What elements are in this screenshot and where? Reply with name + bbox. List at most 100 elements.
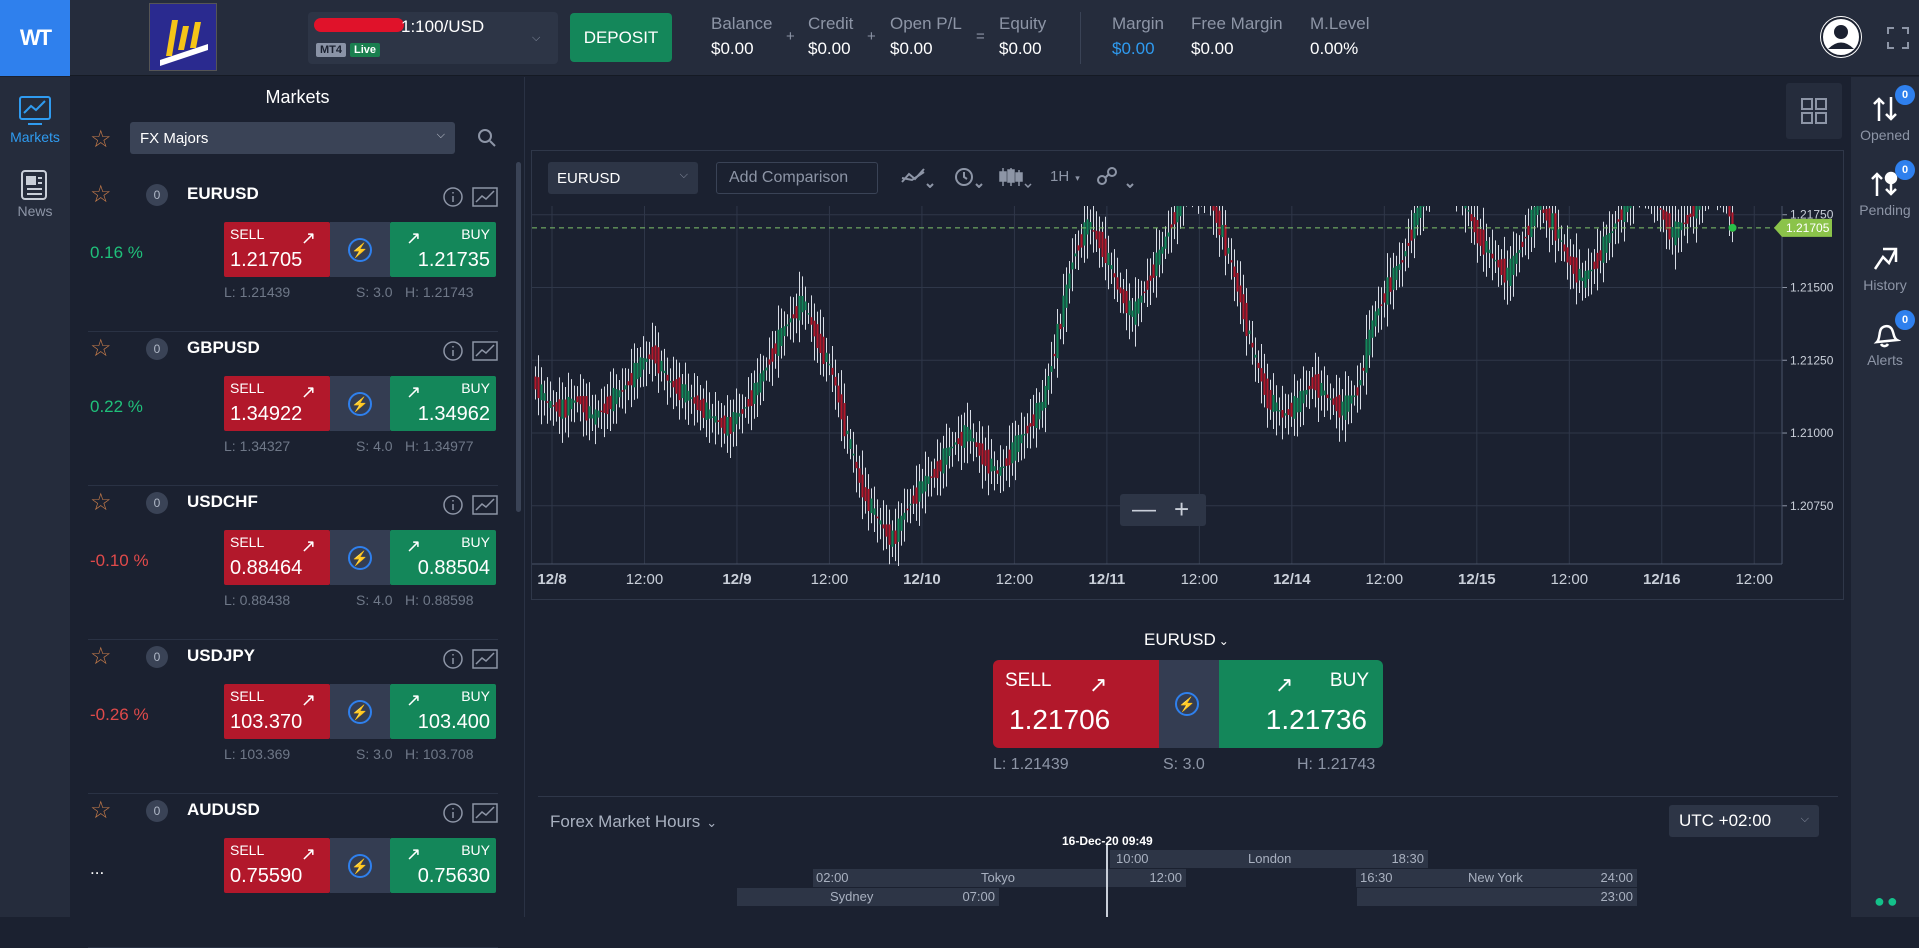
sell-button[interactable]: SELL↗1.34922 (224, 376, 330, 431)
candle (1542, 209, 1544, 212)
candle (930, 476, 932, 478)
nav-pending[interactable]: Pending 0 (1851, 168, 1919, 218)
one-click-trading-toggle[interactable]: ⚡ (330, 530, 390, 585)
candle (1503, 259, 1505, 283)
favorite-star-icon[interactable]: ☆ (90, 796, 112, 825)
account-selector[interactable]: 1:100/USD MT4 Live ⌵ (308, 12, 558, 64)
arrow-up-right-icon: ↗ (406, 844, 421, 865)
one-click-trading-toggle[interactable]: ⚡ (330, 376, 390, 431)
favorite-star-icon[interactable]: ☆ (90, 488, 112, 517)
session-london: 10:00 London 18:30 (1110, 850, 1428, 868)
candle (1509, 259, 1511, 286)
sell-button[interactable]: SELL ↗ 1.21706 (993, 660, 1159, 748)
candle (1374, 311, 1376, 326)
deposit-button[interactable]: DEPOSIT (570, 13, 672, 62)
candle (666, 375, 668, 381)
mini-chart-icon[interactable] (472, 494, 498, 516)
operator-plus: + (786, 28, 795, 45)
add-comparison-input[interactable]: Add Comparison (716, 162, 878, 194)
sell-button[interactable]: SELL↗0.75590 (224, 838, 330, 893)
buy-price: 103.400 (418, 711, 490, 734)
operator-equals: = (976, 28, 985, 45)
sell-button[interactable]: SELL↗0.88464 (224, 530, 330, 585)
nav-history-label: History (1863, 277, 1907, 293)
nav-markets[interactable]: Markets (0, 95, 70, 145)
indicators-tool[interactable] (900, 166, 934, 192)
sell-button[interactable]: SELL↗103.370 (224, 684, 330, 739)
chart-symbol-select[interactable]: EURUSD ⌵ (548, 162, 698, 194)
app-logo[interactable]: WT (0, 0, 70, 76)
trade-symbol-select[interactable]: EURUSD⌄ (1144, 630, 1229, 650)
chevron-down-icon: ⌄ (1219, 634, 1229, 648)
candle (1230, 260, 1232, 262)
candle (1305, 390, 1307, 395)
buy-button[interactable]: ↗ BUY 1.21736 (1219, 660, 1383, 748)
info-icon[interactable] (442, 186, 464, 208)
nav-opened[interactable]: Opened 0 (1851, 93, 1919, 143)
one-click-trading-toggle[interactable]: ⚡ (330, 684, 390, 739)
nav-alerts[interactable]: Alerts 0 (1851, 318, 1919, 368)
candle (972, 438, 974, 441)
market-hours-toggle[interactable]: Forex Market Hours⌄ (550, 812, 717, 832)
candle (702, 399, 704, 418)
candle (1728, 206, 1730, 216)
favorite-star-icon[interactable]: ☆ (90, 334, 112, 363)
zoom-out-button[interactable]: — (1132, 496, 1156, 524)
nav-history[interactable]: History (1851, 243, 1919, 293)
info-icon[interactable] (442, 648, 464, 670)
candle (1593, 262, 1595, 270)
fullscreen-icon[interactable] (1886, 26, 1910, 50)
mini-chart-icon[interactable] (472, 340, 498, 362)
indicators-icon (900, 166, 934, 188)
drawing-tool[interactable] (1094, 166, 1134, 192)
interval-tool[interactable]: 1H▾ (1050, 168, 1080, 185)
arrow-up-right-icon: ↗ (406, 228, 421, 249)
nav-news[interactable]: News (0, 169, 70, 219)
user-avatar-icon[interactable] (1820, 16, 1862, 58)
info-icon[interactable] (442, 494, 464, 516)
one-click-trading-toggle[interactable]: ⚡ (330, 222, 390, 277)
search-icon[interactable] (476, 127, 498, 149)
candle (1287, 409, 1289, 415)
info-icon[interactable] (442, 802, 464, 824)
one-click-trading-toggle[interactable]: ⚡ (1159, 660, 1219, 748)
candle (855, 462, 857, 468)
alarm-tool[interactable] (952, 166, 986, 192)
scrollbar[interactable] (516, 162, 521, 512)
info-icon[interactable] (442, 340, 464, 362)
sell-button[interactable]: SELL↗1.21705 (224, 222, 330, 277)
candle (1239, 285, 1241, 302)
one-click-trading-toggle[interactable]: ⚡ (330, 838, 390, 893)
trade-spread: S: 3.0 (1163, 756, 1205, 774)
x-tick-label: 12/9 (722, 571, 751, 588)
favorites-star-icon[interactable]: ☆ (90, 125, 112, 154)
markets-title: Markets (70, 87, 525, 108)
zoom-in-button[interactable]: + (1174, 494, 1189, 525)
layout-grid-button[interactable] (1786, 83, 1842, 139)
favorite-star-icon[interactable]: ☆ (90, 642, 112, 671)
arrow-up-right-icon: ↗ (301, 690, 316, 711)
mini-chart-icon[interactable] (472, 802, 498, 824)
mini-chart-icon[interactable] (472, 648, 498, 670)
candle (813, 321, 815, 337)
candle (1371, 320, 1373, 337)
x-tick-label: 12:00 (1366, 571, 1404, 588)
chart-type-tool[interactable] (998, 166, 1032, 192)
favorite-star-icon[interactable]: ☆ (90, 180, 112, 209)
mini-chart-icon[interactable] (472, 186, 498, 208)
position-count-badge: 0 (146, 338, 168, 360)
candle (558, 399, 560, 416)
timezone-select[interactable]: UTC +02:00 ⌵ (1669, 805, 1819, 837)
category-select[interactable]: FX Majors ⌵ (130, 122, 455, 154)
